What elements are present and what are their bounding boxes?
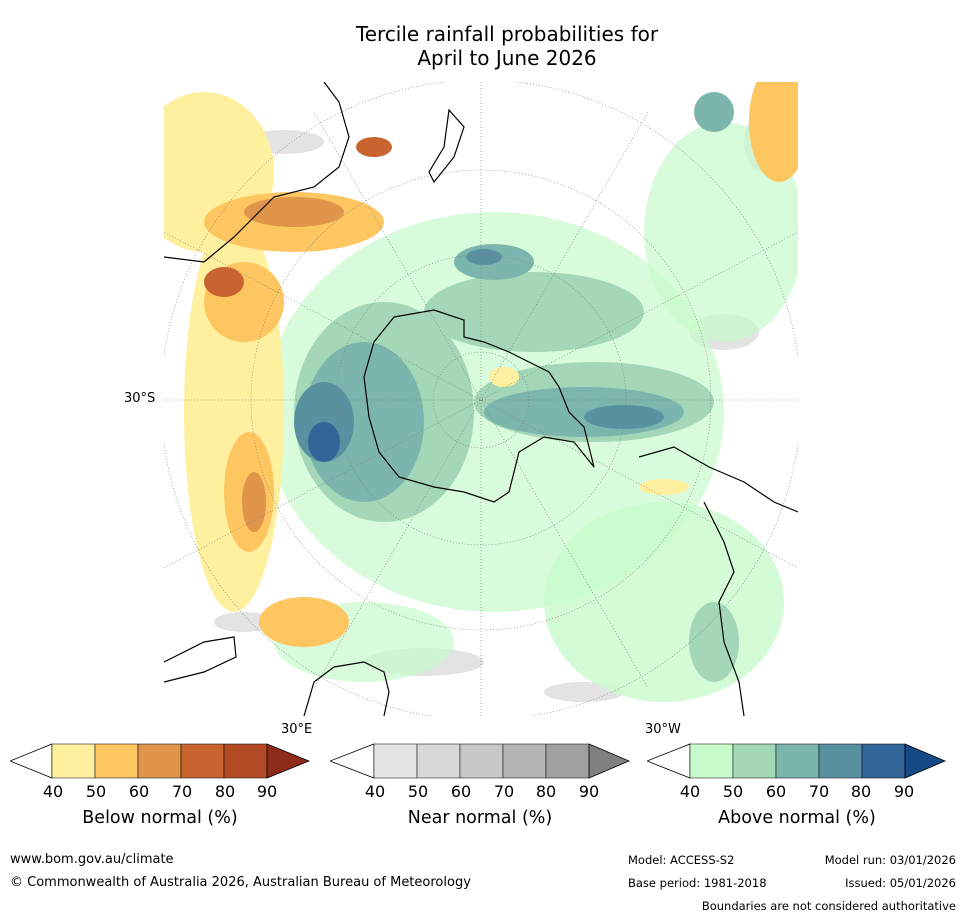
footer-boundaries: Boundaries are not considered authoritat…	[701, 899, 956, 913]
colorbar-near-title: Near normal (%)	[407, 808, 553, 828]
longitude-label-east: 30°E	[281, 722, 313, 737]
tick-near-60: 60	[450, 782, 472, 801]
swatch-above-1	[732, 743, 777, 779]
swatch-near-5	[588, 743, 631, 779]
colorbar-below-svg	[8, 743, 311, 779]
footer-url: www.bom.gov.au/climate	[10, 852, 174, 867]
south-america-coastline	[638, 446, 798, 716]
swatch-below-0	[51, 743, 96, 779]
swatch-near-4	[545, 743, 590, 779]
title-line-1: Tercile rainfall probabilities for	[355, 22, 659, 46]
swatch-above-2	[775, 743, 820, 779]
colorbar-above	[645, 743, 947, 783]
tick-near-40: 40	[364, 782, 386, 801]
tick-above-70: 70	[808, 782, 830, 801]
swatch-below-5	[266, 743, 311, 779]
colorbar-near	[328, 743, 631, 783]
swatch-near-1	[416, 743, 461, 779]
swatch-above-3	[818, 743, 863, 779]
swatch-below-2	[137, 743, 182, 779]
tick-below-60: 60	[128, 782, 150, 801]
longitude-label-west: 30°W	[645, 722, 681, 737]
polar-map	[164, 82, 798, 716]
tick-above-90: 90	[893, 782, 915, 801]
tick-near-50: 50	[407, 782, 429, 801]
graticule	[164, 82, 798, 716]
swatch-near-2	[459, 743, 504, 779]
colorbar-above-title: Above normal (%)	[718, 808, 876, 828]
colorbar-near-svg	[328, 743, 631, 779]
title-line-2: April to June 2026	[417, 46, 597, 70]
tick-below-80: 80	[214, 782, 236, 801]
tick-below-90: 90	[256, 782, 278, 801]
swatch-above-5	[904, 743, 947, 779]
footer-copyright: © Commonwealth of Australia 2026, Austra…	[10, 875, 471, 890]
swatch-near-3	[502, 743, 547, 779]
tick-near-70: 70	[493, 782, 515, 801]
tick-near-90: 90	[578, 782, 600, 801]
swatch-below-4	[223, 743, 268, 779]
colorbar-above-svg	[645, 743, 947, 779]
tick-above-60: 60	[765, 782, 787, 801]
swatch-near-0	[373, 743, 418, 779]
tick-below-40: 40	[42, 782, 64, 801]
tick-below-50: 50	[85, 782, 107, 801]
colorbar-below	[8, 743, 311, 783]
new-zealand-coastline	[428, 108, 465, 184]
footer-base-period: Base period: 1981-2018	[628, 876, 767, 890]
swatch-above-4	[861, 743, 906, 779]
footer-model: Model: ACCESS-S2	[628, 853, 735, 867]
latitude-label: 30°S	[124, 391, 156, 406]
tick-near-80: 80	[535, 782, 557, 801]
tick-above-40: 40	[679, 782, 701, 801]
tick-below-70: 70	[171, 782, 193, 801]
antarctica-coastline	[363, 309, 595, 503]
swatch-below-1	[94, 743, 139, 779]
australia-coastline	[164, 82, 350, 263]
africa-coastline	[164, 636, 390, 716]
map-svg	[164, 82, 798, 716]
colorbar-below-title: Below normal (%)	[82, 808, 238, 828]
footer-issued: Issued: 05/01/2026	[845, 876, 956, 890]
above-normal-field	[264, 92, 798, 702]
tick-above-80: 80	[850, 782, 872, 801]
swatch-above-0	[689, 743, 734, 779]
swatch-below-3	[180, 743, 225, 779]
below-normal-field	[164, 82, 798, 647]
tick-above-50: 50	[722, 782, 744, 801]
chart-title: Tercile rainfall probabilities for April…	[0, 22, 965, 70]
footer-model-run: Model run: 03/01/2026	[824, 853, 956, 867]
